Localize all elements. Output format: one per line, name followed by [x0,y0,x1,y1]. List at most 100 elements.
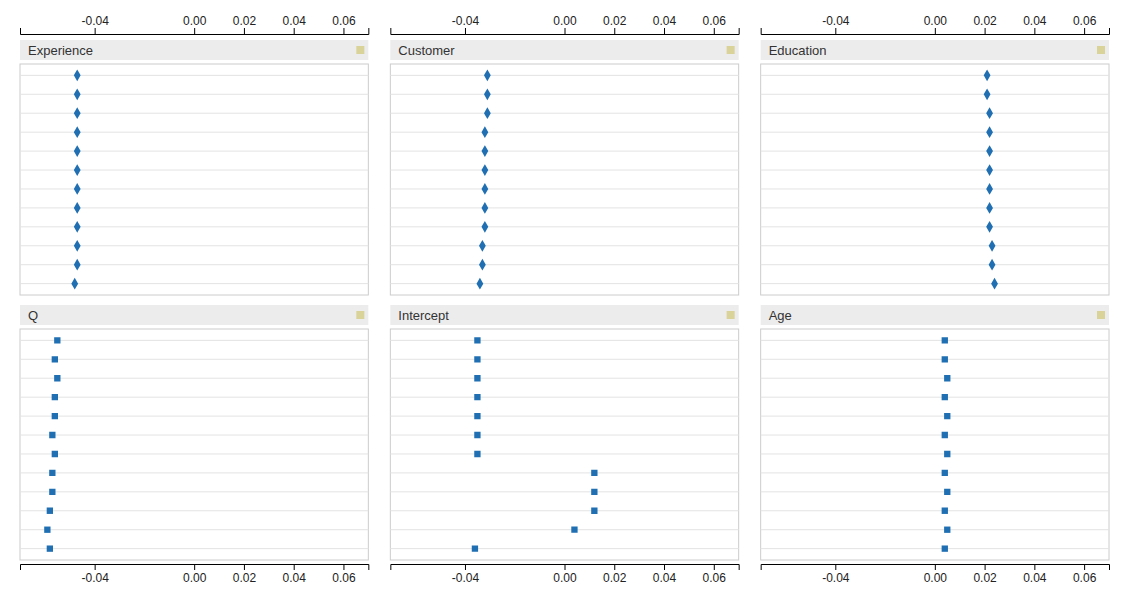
grid-line [390,132,738,133]
tick-mark [244,564,245,570]
grid-line [761,170,1109,171]
grid-line [761,132,1109,133]
tick-label: 0.00 [924,14,948,28]
point [74,221,81,233]
point [54,375,60,381]
point [986,202,993,214]
tick-label: -0.04 [822,14,850,28]
point [74,259,81,271]
strip-icon [727,46,735,54]
strip-icon [727,311,735,319]
grid-line [390,264,738,265]
point [942,545,948,551]
point [472,545,478,551]
x-axis: -0.040.000.020.040.06 [21,14,369,35]
grid-line [761,226,1109,227]
grid-line [390,416,738,417]
grid-line [761,75,1109,76]
tick: 0.00 [183,14,207,34]
tick-mark [465,564,466,570]
point [474,356,480,362]
grid-line [390,245,738,246]
grid-line [761,359,1109,360]
x-axis: -0.040.000.020.040.06 [21,564,369,585]
x-axis: -0.040.000.020.040.06 [761,14,1109,35]
point [52,394,58,400]
grid-line [20,529,368,530]
marks [984,69,998,289]
tick-label: 0.06 [703,14,727,28]
tick-label: 0.00 [553,14,577,28]
tick: 0.06 [703,564,727,585]
grid-line [761,529,1109,530]
axis-line [391,565,739,571]
point [986,126,993,138]
point [484,107,491,119]
point [74,69,81,81]
tick-label: -0.04 [452,571,480,585]
point [479,240,486,252]
grid-line [390,170,738,171]
grid-line [20,226,368,227]
tick-mark [835,28,836,34]
tick-label: 0.00 [183,571,207,585]
point [944,489,950,495]
axis-line [761,565,1109,571]
grid-line [390,151,738,152]
tick: -0.04 [822,14,850,34]
grid-line [20,170,368,171]
point [942,470,948,476]
tick-mark [95,564,96,570]
point [44,527,50,533]
tick-label: 0.06 [1073,14,1097,28]
tick: 0.00 [553,14,577,34]
tick: 0.04 [1023,564,1047,585]
point [942,508,948,514]
grid-line [390,207,738,208]
grid-line [761,207,1109,208]
point [479,259,486,271]
tick-mark [1084,564,1085,570]
tick-mark [664,28,665,34]
x-axis: -0.040.000.020.040.06 [391,564,739,585]
grid-line [761,453,1109,454]
point [591,508,597,514]
tick-mark [294,564,295,570]
point [984,69,991,81]
point [944,375,950,381]
tick: 0.02 [603,14,627,34]
panel-strip [390,40,738,60]
grid-line [390,397,738,398]
grid-line [390,94,738,95]
tick-label: 0.06 [1073,571,1097,585]
panel-strip [761,40,1109,60]
panel-title: Q [28,308,38,323]
tick-mark [343,564,344,570]
panel: Intercept-0.040.000.020.040.06 [390,305,739,585]
grid-line [20,94,368,95]
tick-mark [1084,28,1085,34]
tick: -0.04 [81,14,109,34]
tick-label: 0.00 [924,571,948,585]
plot-frame [20,329,368,560]
tick-label: 0.04 [1023,571,1047,585]
point [942,356,948,362]
panel: Q -0.040.000.020.040.06 [20,305,369,585]
grid-line [761,283,1109,284]
tick: -0.04 [822,564,850,585]
panel: Customer [390,40,738,295]
grid-line [761,94,1109,95]
tick-mark [244,28,245,34]
grid-line [761,245,1109,246]
grid-line [20,416,368,417]
point [49,432,55,438]
point [474,451,480,457]
point [484,69,491,81]
point [74,88,81,100]
tick-label: 0.00 [183,14,207,28]
point [989,259,996,271]
grid-line [761,151,1109,152]
grid-line [20,340,368,341]
strip-icon [1097,46,1105,54]
tick-label: -0.04 [452,14,480,28]
